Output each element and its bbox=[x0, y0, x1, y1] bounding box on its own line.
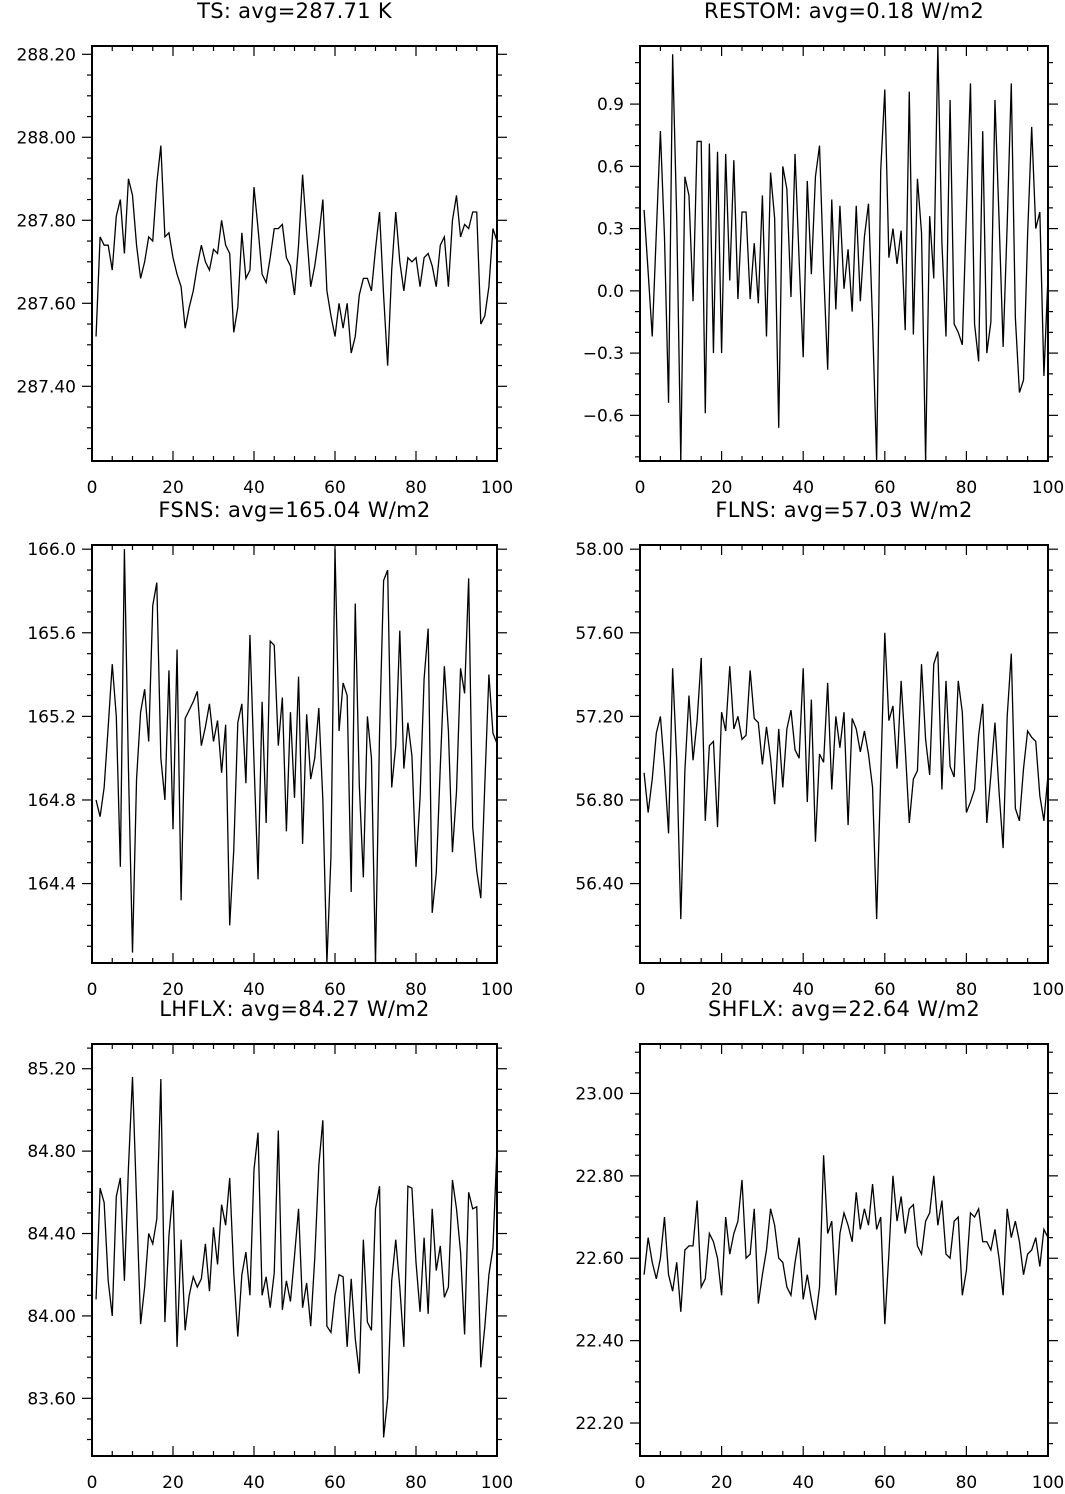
x-tick-label: 100 bbox=[1032, 1473, 1064, 1493]
series-line bbox=[95, 549, 497, 963]
series-line bbox=[95, 1076, 497, 1438]
y-tick-label: 164.8 bbox=[27, 791, 76, 811]
x-tick-label: 20 bbox=[162, 1473, 184, 1493]
y-tick-label: 0.6 bbox=[597, 157, 624, 177]
x-tick-label: 40 bbox=[792, 1473, 814, 1493]
y-tick-label: 85.20 bbox=[27, 1060, 76, 1080]
x-tick-label: 80 bbox=[405, 1473, 427, 1493]
chart-title: SHFLX: avg=22.64 W/m2 bbox=[708, 997, 980, 1021]
x-tick-label: 0 bbox=[635, 1473, 646, 1493]
chart-title: RESTOM: avg=0.18 W/m2 bbox=[704, 0, 984, 23]
y-tick-label: 165.2 bbox=[27, 707, 76, 727]
x-tick-label: 40 bbox=[792, 478, 814, 498]
y-tick-label: 84.80 bbox=[27, 1142, 76, 1162]
x-tick-label: 80 bbox=[405, 980, 427, 1000]
y-tick-label: 164.4 bbox=[27, 875, 76, 895]
y-tick-label: 0.3 bbox=[597, 220, 624, 240]
y-tick-label: 84.00 bbox=[27, 1307, 76, 1327]
x-tick-label: 100 bbox=[481, 980, 513, 1000]
x-tick-label: 100 bbox=[1032, 980, 1064, 1000]
y-tick-label: −0.6 bbox=[583, 406, 624, 426]
x-tick-label: 20 bbox=[711, 1473, 733, 1493]
series-line bbox=[643, 632, 1048, 920]
x-tick-label: 60 bbox=[874, 980, 896, 1000]
chart-panel: FLNS: avg=57.03 W/m2 0 20 40 60 80 100 56.40 56.… bbox=[575, 498, 1064, 1000]
plot-frame bbox=[91, 45, 498, 462]
y-tick-label: 22.40 bbox=[575, 1332, 624, 1352]
x-tick-label: 80 bbox=[405, 478, 427, 498]
x-tick-label: 100 bbox=[481, 1473, 513, 1493]
chart-panel: SHFLX: avg=22.64 W/m2 0 20 40 60 80 100 22.20 22… bbox=[575, 997, 1064, 1493]
x-tick-label: 60 bbox=[874, 1473, 896, 1493]
x-tick-label: 20 bbox=[162, 980, 184, 1000]
x-tick-label: 60 bbox=[324, 478, 346, 498]
x-tick-label: 0 bbox=[87, 1473, 98, 1493]
x-tick-label: 20 bbox=[711, 980, 733, 1000]
x-tick-label: 60 bbox=[324, 1473, 346, 1493]
x-tick-label: 0 bbox=[635, 980, 646, 1000]
y-tick-label: 23.00 bbox=[575, 1084, 624, 1104]
x-tick-label: 0 bbox=[87, 980, 98, 1000]
chart-panel: LHFLX: avg=84.27 W/m2 0 20 40 60 80 100 83.60 84… bbox=[27, 997, 513, 1493]
y-tick-label: 84.40 bbox=[27, 1225, 76, 1245]
chart-title: FSNS: avg=165.04 W/m2 bbox=[158, 498, 430, 522]
y-tick-label: 57.60 bbox=[575, 624, 624, 644]
x-tick-label: 100 bbox=[1032, 478, 1064, 498]
y-tick-label: 288.00 bbox=[17, 128, 76, 148]
y-tick-label: 22.80 bbox=[575, 1167, 624, 1187]
series-line bbox=[643, 46, 1048, 461]
y-tick-label: 287.40 bbox=[17, 377, 76, 397]
chart-panel: TS: avg=287.71 K 0 20 40 60 80 100 287.40 287.60… bbox=[17, 0, 514, 498]
y-tick-label: 0.9 bbox=[597, 95, 624, 115]
x-tick-label: 40 bbox=[243, 980, 265, 1000]
y-tick-label: −0.3 bbox=[583, 344, 624, 364]
y-tick-label: 166.0 bbox=[27, 540, 76, 560]
y-tick-label: 287.80 bbox=[17, 211, 76, 231]
y-tick-label: 56.80 bbox=[575, 791, 624, 811]
y-tick-label: 22.20 bbox=[575, 1414, 624, 1434]
x-tick-label: 0 bbox=[87, 478, 98, 498]
x-tick-label: 80 bbox=[956, 980, 978, 1000]
y-tick-label: 165.6 bbox=[27, 624, 76, 644]
x-tick-label: 60 bbox=[324, 980, 346, 1000]
x-tick-label: 80 bbox=[956, 478, 978, 498]
chart-title: LHFLX: avg=84.27 W/m2 bbox=[159, 997, 429, 1021]
series-line bbox=[643, 1155, 1048, 1325]
x-tick-label: 100 bbox=[481, 478, 513, 498]
y-tick-label: 22.60 bbox=[575, 1249, 624, 1269]
x-tick-label: 20 bbox=[711, 478, 733, 498]
y-tick-label: 56.40 bbox=[575, 875, 624, 895]
x-tick-label: 40 bbox=[243, 1473, 265, 1493]
x-tick-label: 40 bbox=[792, 980, 814, 1000]
x-tick-label: 60 bbox=[874, 478, 896, 498]
y-tick-label: 287.60 bbox=[17, 294, 76, 314]
x-tick-label: 40 bbox=[243, 478, 265, 498]
y-tick-label: 83.60 bbox=[27, 1389, 76, 1409]
x-tick-label: 80 bbox=[956, 1473, 978, 1493]
chart-title: TS: avg=287.71 K bbox=[196, 0, 393, 23]
y-tick-label: 57.20 bbox=[575, 707, 624, 727]
y-tick-label: 58.00 bbox=[575, 540, 624, 560]
chart-panel: FSNS: avg=165.04 W/m2 0 20 40 60 80 100 164.4 16… bbox=[27, 498, 513, 1000]
y-tick-label: 0.0 bbox=[597, 282, 624, 302]
plot-frame bbox=[639, 45, 1049, 462]
plot-frame bbox=[639, 1043, 1049, 1457]
chart-panel: RESTOM: avg=0.18 W/m2 0 20 40 60 80 100 −0.6 −0.… bbox=[583, 0, 1065, 498]
x-tick-label: 20 bbox=[162, 478, 184, 498]
chart-title: FLNS: avg=57.03 W/m2 bbox=[715, 498, 972, 522]
plot-frame bbox=[639, 544, 1049, 964]
series-line bbox=[95, 145, 497, 366]
y-tick-label: 288.20 bbox=[17, 45, 76, 65]
x-tick-label: 0 bbox=[635, 478, 646, 498]
